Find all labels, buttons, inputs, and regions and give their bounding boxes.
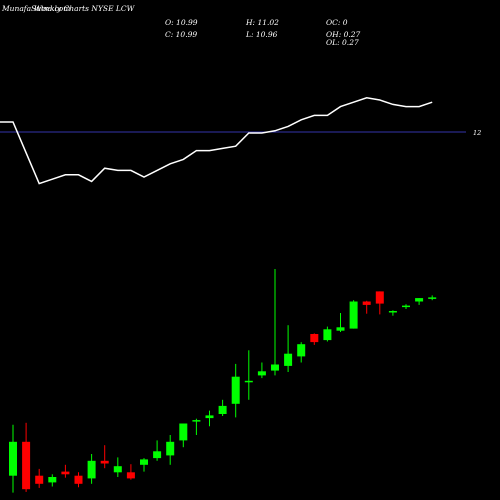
candle-body [22, 441, 31, 490]
candle-body [48, 477, 57, 483]
candle-body [271, 364, 279, 371]
candle [166, 435, 175, 465]
candle-body [87, 460, 96, 479]
candle-body [284, 353, 293, 366]
ohlc-open: O: 10.99 [165, 18, 198, 27]
candle [140, 458, 148, 472]
candle [218, 399, 227, 416]
candle [192, 418, 201, 435]
candle-body [179, 423, 188, 441]
candle-body [205, 415, 214, 419]
candle [388, 310, 397, 316]
candle [126, 464, 135, 480]
candle [349, 300, 358, 329]
candle [61, 464, 70, 478]
candle-body [9, 441, 17, 476]
candle [22, 422, 31, 492]
candle [74, 472, 83, 488]
candle-body [74, 475, 83, 484]
candle-body [336, 327, 345, 331]
candle-body [349, 301, 358, 329]
candle [153, 440, 162, 461]
candle-body [100, 460, 109, 464]
candle-body [126, 472, 135, 479]
candle [362, 300, 371, 314]
candle-body [375, 291, 384, 304]
candle [428, 295, 437, 301]
average-line [0, 97, 433, 185]
candle [402, 304, 410, 309]
chart-subtitle: Weekly Charts NYSE LCW [34, 4, 136, 13]
candle-body [244, 380, 253, 383]
candle [375, 291, 384, 315]
candle [257, 362, 266, 379]
candle [310, 333, 319, 345]
candle [87, 454, 96, 484]
candle [100, 445, 109, 469]
candle-body [310, 334, 319, 343]
candle [297, 342, 306, 363]
candle-body [153, 451, 162, 459]
candle-body [362, 301, 371, 305]
candle-body [140, 459, 148, 465]
candle [415, 298, 424, 305]
candle [179, 423, 188, 448]
candle [113, 457, 122, 477]
ohlc-oc: OC: 0 [326, 18, 348, 27]
candle-body [415, 298, 424, 302]
ohlc-high: H: 11.02 [245, 18, 279, 27]
candle [336, 313, 345, 332]
candle [271, 269, 279, 376]
candle-body [113, 466, 122, 473]
candle [231, 363, 240, 418]
candle-body [231, 376, 240, 404]
candle-body [257, 371, 266, 376]
candles-layer [9, 269, 437, 493]
chart-title: MunafaSutra.com [1, 4, 70, 13]
candle [9, 424, 17, 493]
price-level-label: 12 [473, 129, 481, 137]
candle-body [192, 420, 201, 422]
candle [35, 468, 44, 488]
ohlc-ol: OL: 0.27 [326, 38, 359, 47]
candle-body [166, 441, 175, 456]
candle-body [428, 297, 437, 299]
candle [284, 325, 293, 372]
candle-body [297, 344, 306, 357]
candle-body [35, 475, 44, 484]
candle-body [61, 471, 70, 475]
ohlc-oh: OH: 0.27 [326, 30, 361, 39]
average-line-layer [0, 97, 433, 185]
candle [205, 410, 214, 427]
ohlc-close: C: 10.99 [165, 30, 197, 39]
candle [48, 474, 57, 487]
candle-body [402, 305, 410, 308]
candle [244, 350, 253, 400]
candle-body [323, 329, 332, 341]
candle-body [388, 311, 397, 313]
candle-body [218, 405, 227, 414]
candle [323, 326, 332, 342]
ohlc-low: L: 10.96 [245, 30, 278, 39]
